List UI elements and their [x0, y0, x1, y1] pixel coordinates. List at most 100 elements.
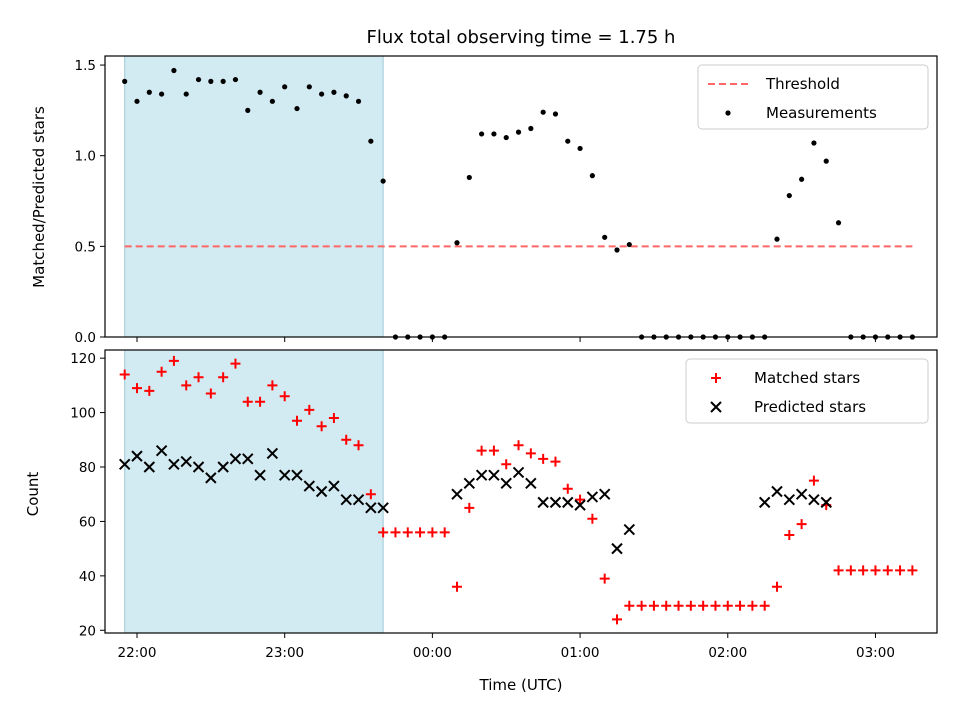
- matched-star-point: [661, 600, 672, 611]
- predicted-star-point: [795, 488, 808, 500]
- matched-star-point: [390, 527, 401, 538]
- measurement-point: [269, 98, 275, 104]
- measurement-point: [528, 125, 534, 132]
- matched-star-point: [722, 600, 733, 611]
- matched-star-point: [452, 581, 462, 592]
- x-tick-label: 03:00: [856, 645, 895, 661]
- measurement-point: [171, 67, 177, 74]
- measurement-point: [183, 91, 189, 97]
- matched-star-point: [784, 530, 795, 541]
- measurement-point: [491, 131, 497, 137]
- predicted-star-point: [266, 447, 279, 460]
- predicted-star-point: [623, 523, 636, 536]
- predicted-star-point: [488, 469, 500, 481]
- predicted-star-point: [168, 458, 180, 470]
- predicted-star-point: [598, 488, 611, 500]
- measurement-point: [811, 140, 817, 146]
- matched-star-point: [845, 565, 856, 576]
- matched-star-point: [156, 366, 167, 377]
- measurement-point: [282, 84, 288, 90]
- matched-star-point: [575, 494, 586, 505]
- matched-star-point: [895, 565, 906, 576]
- series-predicted-stars: [118, 444, 832, 555]
- measurement-point: [515, 129, 522, 135]
- predicted-star-point: [611, 542, 623, 555]
- measurement-point: [565, 138, 571, 144]
- y-tick-label: 100: [70, 406, 96, 422]
- predicted-star-point: [315, 485, 328, 498]
- measurement-point: [331, 89, 337, 95]
- measurement-point: [823, 158, 829, 164]
- measurement-point: [614, 247, 620, 253]
- x-tick-label: 22:00: [118, 645, 157, 661]
- matched-star-point: [353, 440, 364, 451]
- predicted-star-point: [242, 453, 254, 465]
- chart-title: Flux total observing time = 1.75 h: [367, 27, 676, 48]
- measurement-point: [122, 78, 128, 84]
- measurement-point: [786, 192, 792, 199]
- matched-star-point: [772, 581, 782, 592]
- top-panel: 0.0 0.5 1.0 1.5 Threshold Measurements: [75, 55, 938, 346]
- measurement-point: [503, 134, 509, 141]
- x-tick-label: 23:00: [265, 645, 304, 661]
- predicted-star-point: [463, 477, 476, 490]
- legend-label: Threshold: [765, 75, 840, 93]
- matched-star-point: [119, 369, 130, 380]
- matched-star-point: [378, 527, 389, 538]
- top-y-axis-label: Matched/Predicted stars: [30, 106, 48, 288]
- predicted-star-point: [155, 444, 168, 457]
- matched-star-point: [168, 355, 179, 366]
- matched-star-point: [230, 358, 241, 369]
- matched-star-point: [415, 527, 426, 538]
- measurement-point: [368, 138, 374, 144]
- matched-star-point: [870, 565, 881, 576]
- matched-star-point: [341, 434, 352, 445]
- legend-predicted-swatch: [710, 401, 722, 413]
- matched-star-point: [673, 600, 684, 611]
- matched-star-point: [402, 527, 413, 538]
- matched-star-point: [636, 600, 647, 611]
- matched-star-point: [439, 527, 450, 538]
- shaded-region: [124, 55, 384, 338]
- legend-box: [697, 64, 929, 130]
- predicted-star-point: [340, 493, 352, 506]
- measurement-point: [208, 78, 214, 84]
- measurement-point: [306, 84, 312, 90]
- predicted-star-point: [525, 477, 537, 490]
- y-tick-label: 20: [79, 623, 96, 639]
- predicted-star-point: [771, 485, 783, 498]
- measurement-point: [454, 240, 460, 246]
- predicted-star-point: [808, 493, 820, 506]
- matched-star-point: [648, 600, 659, 611]
- matched-star-point: [710, 600, 721, 611]
- matched-star-point: [218, 372, 229, 383]
- y-tick-label: 60: [79, 514, 96, 530]
- matched-star-point: [501, 459, 512, 470]
- matched-star-point: [624, 600, 635, 611]
- matched-star-point: [612, 614, 622, 625]
- predicted-star-point: [205, 472, 217, 484]
- predicted-star-point: [475, 469, 488, 481]
- matched-star-point: [525, 448, 536, 459]
- y-tick-label: 80: [79, 460, 96, 476]
- matched-star-point: [292, 415, 302, 426]
- predicted-star-point: [377, 502, 389, 514]
- measurement-point: [466, 174, 472, 181]
- matched-star-point: [464, 502, 475, 513]
- measurement-point: [195, 76, 202, 83]
- matched-star-point: [365, 489, 376, 500]
- axes-frame: [104, 349, 938, 634]
- bottom-y-axis-label: Count: [24, 472, 42, 517]
- measurement-point: [799, 176, 805, 182]
- measurement-point: [245, 107, 251, 113]
- predicted-star-point: [229, 453, 242, 465]
- predicted-star-point: [365, 502, 377, 514]
- matched-star-point: [538, 453, 549, 464]
- measurement-point: [146, 89, 152, 95]
- predicted-star-point: [143, 461, 156, 473]
- y-tick-label: 40: [79, 569, 96, 585]
- measurement-point: [380, 178, 386, 184]
- legend-measurement-swatch: [725, 110, 731, 116]
- matched-star-point: [833, 565, 844, 576]
